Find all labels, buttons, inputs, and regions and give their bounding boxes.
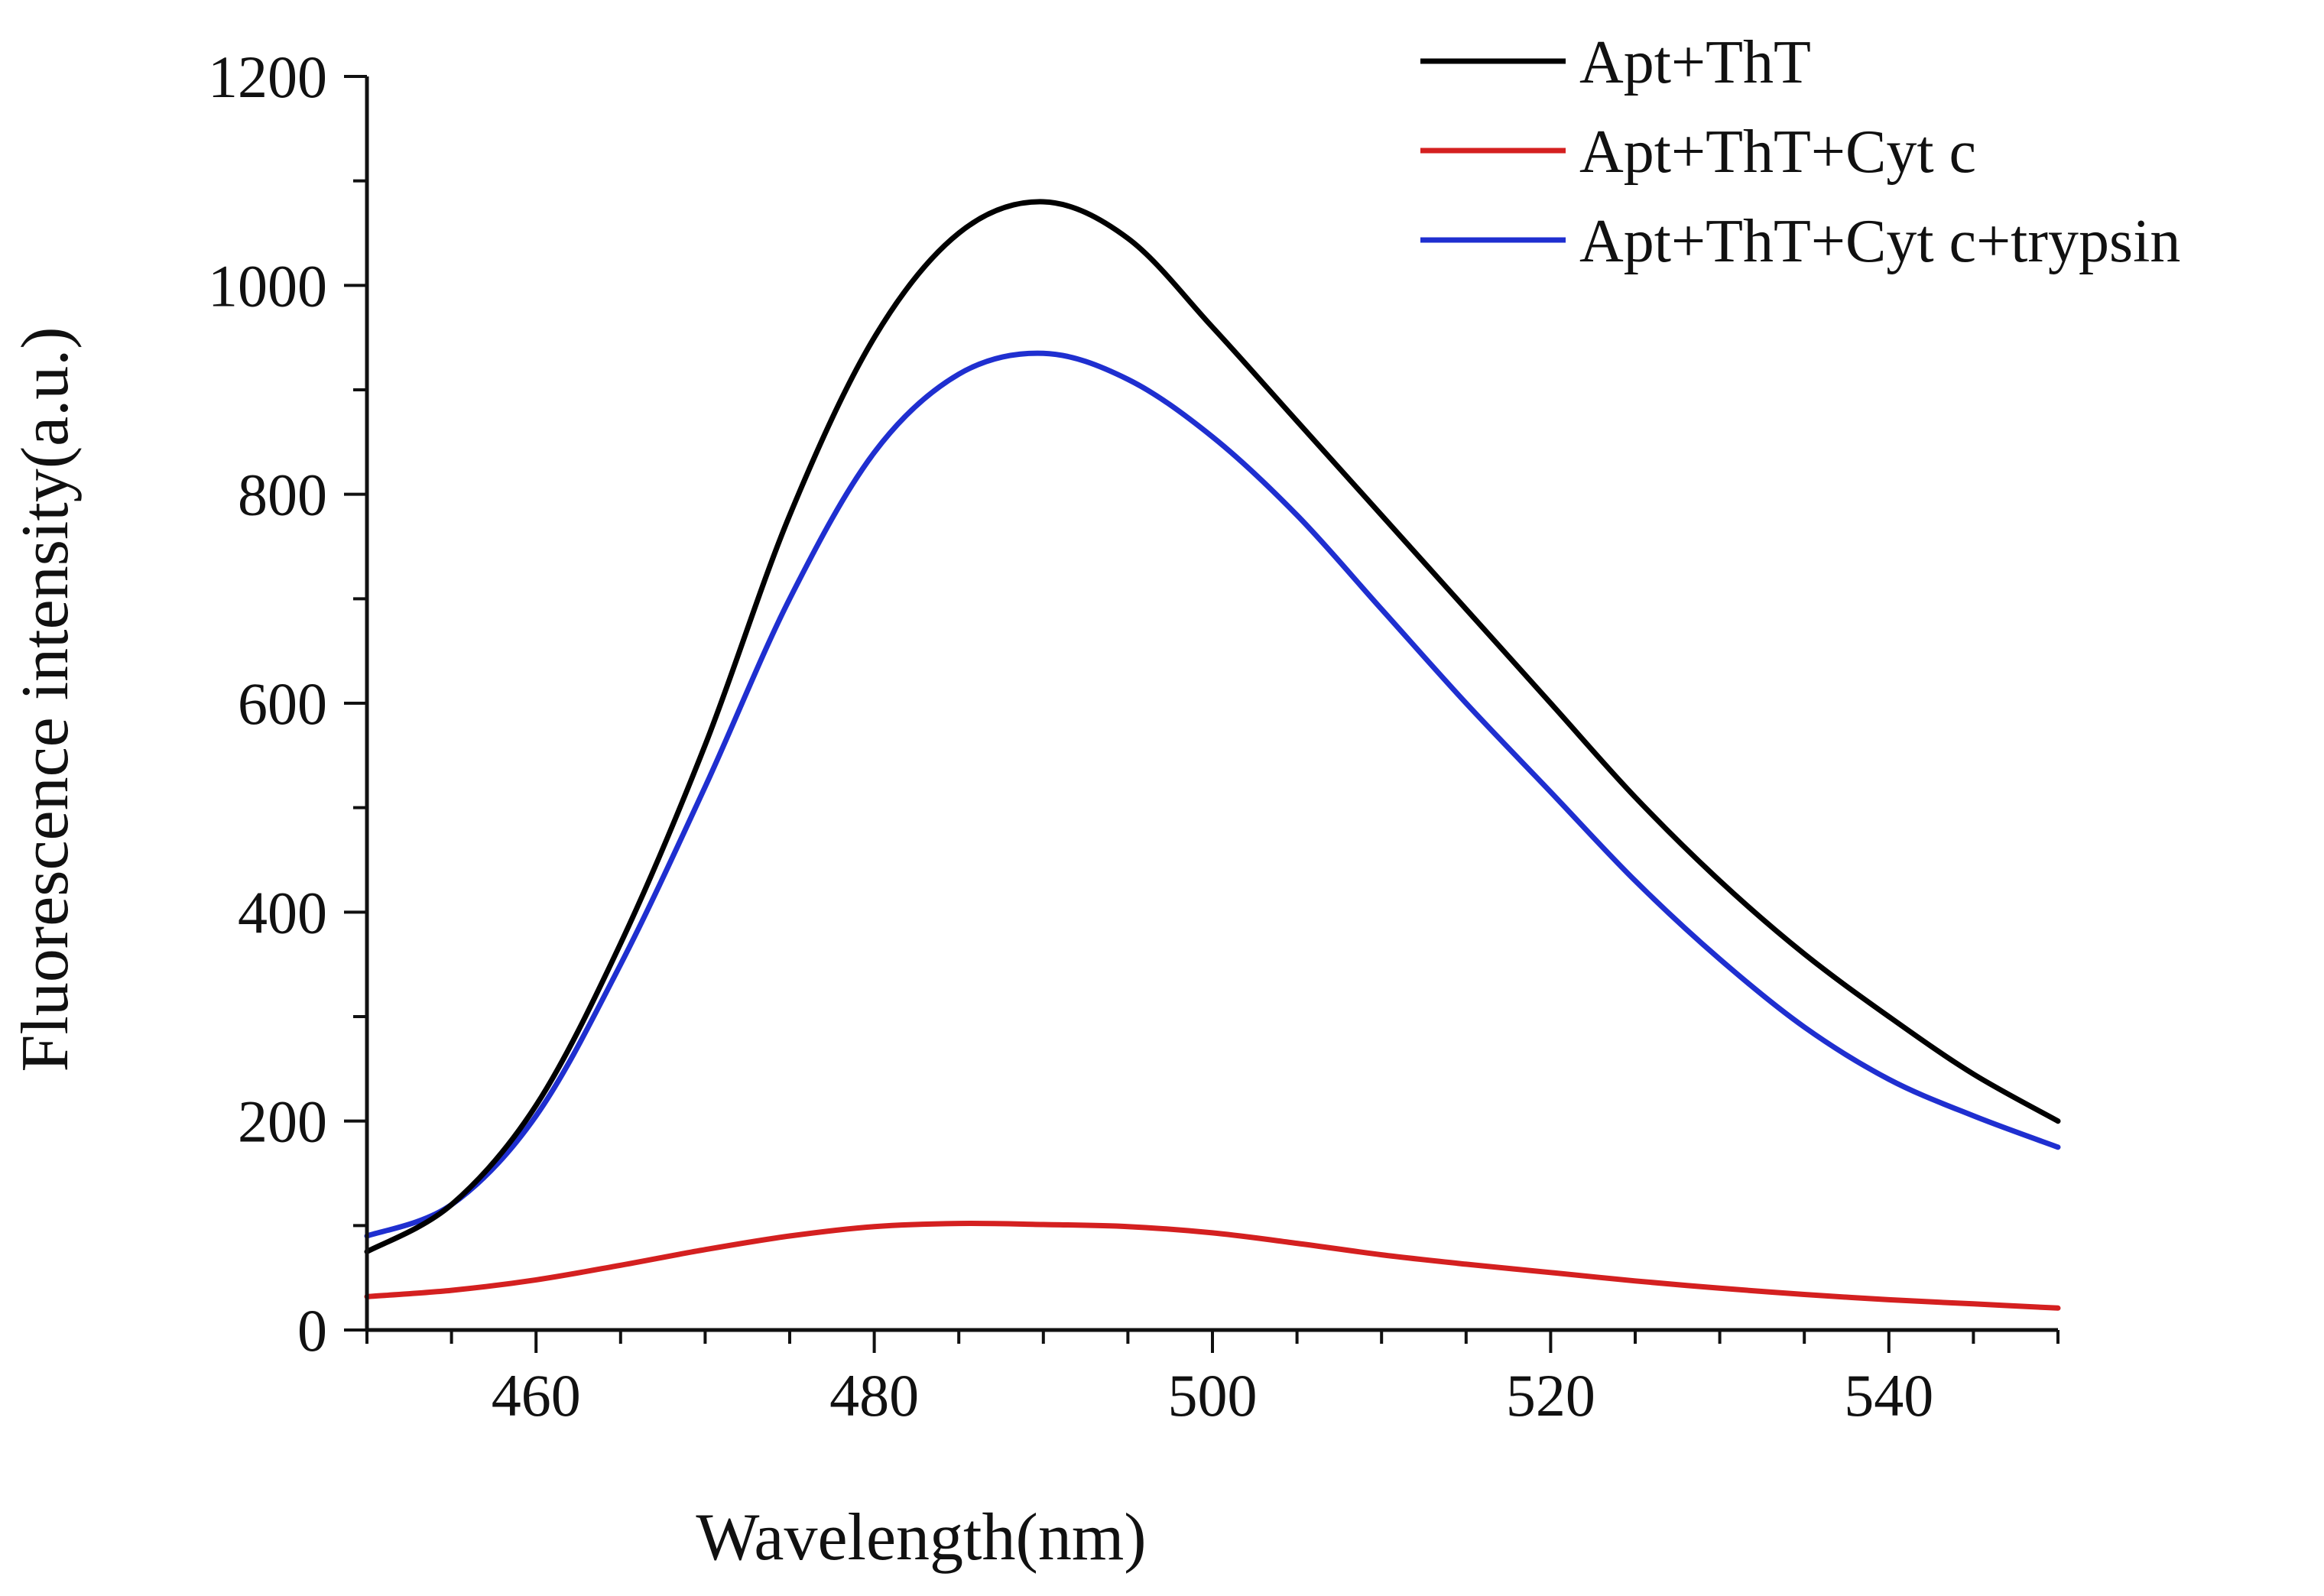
legend-item-apt-tht-cytc-trypsin: Apt+ThT+Cyt c+trypsin (1420, 208, 2180, 275)
x-tick-label: 480 (829, 1362, 919, 1429)
legend-label: Apt+ThT+Cyt c (1579, 118, 1976, 186)
series-apt-tht-cytc-line (364, 1220, 2061, 1311)
x-tick-label: 540 (1844, 1362, 1933, 1429)
legend-label: Apt+ThT+Cyt c+trypsin (1579, 208, 2180, 275)
y-tick-label: 0 (297, 1297, 327, 1364)
legend-label: Apt+ThT (1579, 29, 1811, 96)
x-tick-label: 500 (1168, 1362, 1258, 1429)
ticks-layer (344, 75, 2059, 1353)
y-tick-label: 1200 (208, 44, 327, 110)
labels-layer: 460 480 500 520 540 0 200 400 600 800 1000 1200 (208, 44, 1933, 1429)
x-tick-label: 520 (1506, 1362, 1595, 1429)
y-tick-label: 800 (238, 462, 327, 528)
y-tick-label: 600 (238, 670, 327, 737)
x-axis-title: Wavelength(nm) (696, 1500, 1146, 1575)
y-tick-label: 200 (238, 1088, 327, 1155)
legend-item-apt-tht-cytc: Apt+ThT+Cyt c (1420, 118, 1976, 186)
series-apt-tht-line (364, 199, 2061, 1254)
legend: Apt+ThT Apt+ThT+Cyt c Apt+ThT+Cyt c+trypsi… (1420, 29, 2180, 275)
x-tick-label: 460 (492, 1362, 581, 1429)
series-layer (364, 199, 2061, 1311)
series-apt-tht-cytc-trypsin-line (364, 350, 2061, 1239)
y-tick-label: 1000 (208, 252, 327, 319)
y-tick-label: 400 (238, 879, 327, 946)
y-axis-title: Fluorescence intensity(a.u.) (8, 326, 83, 1072)
legend-item-apt-tht: Apt+ThT (1420, 29, 1811, 96)
